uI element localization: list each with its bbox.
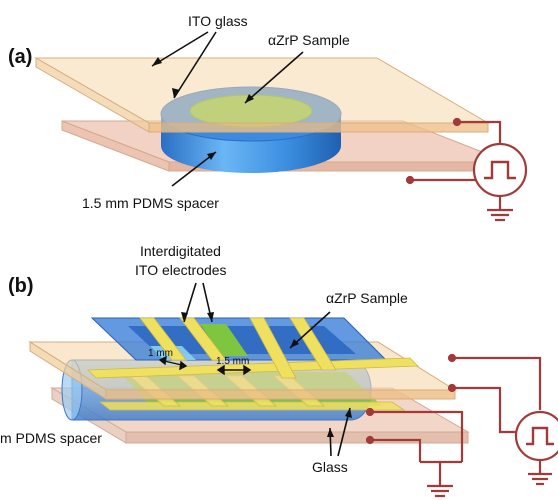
width-dimension-label: 1.5 mm: [216, 356, 249, 367]
wire: [457, 120, 502, 143]
pdms-spacer-label-a: 1.5 mm PDMS spacer: [82, 195, 219, 211]
panel-b: (b): [0, 243, 558, 498]
wire: [370, 438, 422, 462]
arrowhead: [181, 312, 188, 322]
wire: [370, 410, 464, 462]
ito-leader-2: [173, 31, 217, 99]
glass-label: Glass: [312, 459, 348, 475]
arrowhead: [290, 339, 299, 348]
panel-a-label: (a): [8, 46, 32, 68]
ito-glass-label: ITO glass: [188, 13, 248, 29]
square-wave-icon: [526, 426, 554, 446]
signal-source-a: [472, 142, 528, 198]
arrowhead: [345, 408, 352, 418]
circuit-a: [405, 117, 528, 222]
arrowhead: [327, 428, 334, 437]
ground-icon-b2: [427, 484, 453, 498]
electrodes-label-line2: ITO electrodes: [135, 262, 227, 278]
zrp-sample-label-a: αZrP Sample: [268, 32, 350, 48]
top-ito-plate: [34, 57, 490, 133]
ito-leader-1: [151, 31, 209, 67]
arrowhead: [172, 88, 180, 98]
panel-b-label: (b): [8, 275, 34, 297]
ground-icon-b1: [528, 472, 552, 486]
electrodes-label-line1: Interdigitated: [140, 243, 221, 259]
panel-a: (a) ITO glass αZrP: [8, 13, 528, 222]
arrowhead: [207, 312, 214, 322]
sample-leader: [244, 51, 304, 104]
zrp-sample-strip: [200, 324, 248, 356]
leader-lines-a: [151, 31, 304, 187]
arrowhead: [207, 152, 216, 160]
pdms-spacer-label-b: m PDMS spacer: [0, 430, 102, 446]
square-wave-icon: [484, 160, 516, 180]
dimension-arrows: [158, 355, 252, 376]
signal-source-b: [514, 410, 558, 462]
top-electrodes: [87, 317, 419, 379]
ground-icon-a: [487, 197, 513, 222]
arrowhead: [152, 57, 162, 66]
gap-dimension-label: 1 mm: [148, 348, 173, 359]
arrowhead: [245, 94, 254, 103]
circuit-b: [365, 353, 558, 498]
wire: [452, 356, 542, 410]
zrp-sample-label-b: αZrP Sample: [326, 290, 408, 306]
spacer-leader: [171, 151, 217, 187]
